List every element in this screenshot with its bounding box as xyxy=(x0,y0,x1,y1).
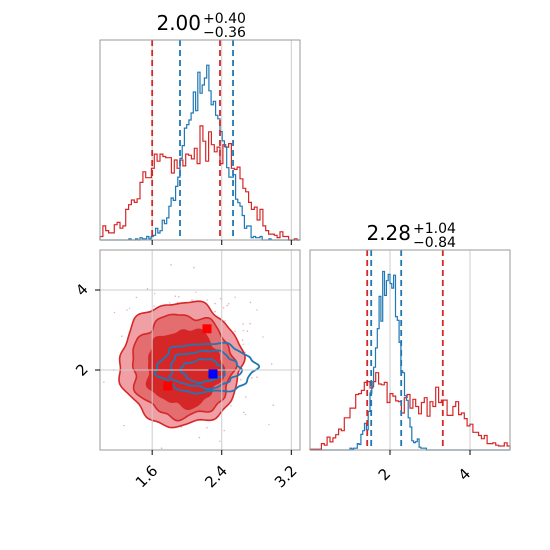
contour-scatter-point xyxy=(214,310,216,313)
histogram-2-title: 2.28 xyxy=(366,221,411,245)
histogram-2-xtick-label-2: 2 xyxy=(375,465,394,484)
contour-scatter-point xyxy=(191,299,193,301)
contour-red-line-0 xyxy=(118,300,246,429)
contour-scatter-point xyxy=(226,304,228,307)
contour-scatter-point xyxy=(193,266,195,269)
histogram-panel-param2: 2.28 +1.04 −0.84 2 4 xyxy=(309,221,511,484)
contour-xtick-label-1-6: 1.6 xyxy=(132,462,162,492)
contour-scatter-point xyxy=(174,295,177,298)
contour-scatter-point xyxy=(256,376,258,379)
contour-scatter-point xyxy=(214,302,216,305)
contour-markers xyxy=(163,324,218,391)
contour-frame xyxy=(99,249,301,451)
histogram-1-blue-steps xyxy=(100,64,300,241)
contour-scatter-point xyxy=(146,288,149,290)
histogram-1-red-steps xyxy=(99,125,300,241)
histogram-2-title-median: 2.28 xyxy=(366,221,411,245)
contour-scatter-point xyxy=(206,299,208,301)
contour-ytick-label-4: 4 xyxy=(72,280,91,299)
contour-scatter-point xyxy=(240,378,242,381)
contour-scatter-point xyxy=(234,296,236,299)
contour-scatter-point xyxy=(153,305,155,307)
contour-scatter-point xyxy=(206,426,208,429)
contour-red-line-1 xyxy=(131,313,238,422)
contour-scatter-point xyxy=(230,404,232,407)
contour-scatter-point xyxy=(243,411,245,414)
contour-scatter-point xyxy=(227,303,230,305)
contour-ytick-label-2: 2 xyxy=(72,360,91,379)
contour-scatter-point xyxy=(198,436,201,439)
contour-scatter-point xyxy=(272,404,275,406)
contour-scatter-point xyxy=(121,335,123,338)
contour-scatter-point xyxy=(168,302,171,304)
contour-scatter-point xyxy=(245,396,247,398)
contour-scatter-point xyxy=(268,423,270,426)
histogram-2-title-upper: +1.04 xyxy=(413,221,456,237)
histogram-2-red-steps xyxy=(309,372,511,450)
contour-scatter-point xyxy=(251,376,253,379)
histogram-1-title-median: 2.00 xyxy=(156,11,201,35)
contour-scatter-point xyxy=(123,424,125,427)
contour-xtick-label-3-2: 3.2 xyxy=(271,462,301,492)
contour-scatter-point xyxy=(227,464,229,466)
histogram-1-title: 2.00 xyxy=(156,11,201,35)
contour-scatter-point xyxy=(170,264,172,266)
contour-scatter-point xyxy=(223,429,226,432)
contour-scatter-point xyxy=(135,296,138,299)
contour-marker-red-1 xyxy=(163,381,173,391)
contour-scatter-point xyxy=(126,309,128,311)
histogram-1-title-lower: −0.36 xyxy=(203,25,246,41)
histogram-panel-param1: 2.00 +0.40 −0.36 xyxy=(99,11,301,245)
contour-scatter-point xyxy=(103,381,105,384)
contour-scatter-point xyxy=(256,309,258,311)
contour-scatter-point xyxy=(246,452,248,454)
contour-scatter-point xyxy=(242,343,245,346)
contour-scatter-point xyxy=(244,413,247,416)
contour-grid xyxy=(100,250,300,450)
contour-scatter-point xyxy=(189,467,191,469)
histogram-2-tick-marks xyxy=(389,450,471,455)
histogram-2-quantile-lines xyxy=(366,250,444,450)
contour-blue-line-2 xyxy=(179,358,226,385)
histogram-2-frame xyxy=(309,249,511,451)
contour-marker-blue-2 xyxy=(208,369,218,379)
contour-scatter-point xyxy=(242,323,244,325)
contour-scatter-point xyxy=(249,301,252,304)
contour-tick-marks xyxy=(95,289,292,455)
contour-scatter-point xyxy=(222,307,225,309)
contour-scatter-point xyxy=(246,330,249,333)
histogram-1-tick-marks xyxy=(151,240,292,245)
histogram-1-quantile-lines xyxy=(151,40,234,240)
histogram-1-frame xyxy=(99,39,301,241)
contour-scatter-point xyxy=(234,330,236,333)
histogram-2-blue-steps xyxy=(310,270,510,451)
contour-scatter-point xyxy=(262,336,264,338)
contour-scatter-point xyxy=(219,440,221,443)
contour-panel: 1.6 2.4 3.2 2 4 xyxy=(72,249,301,492)
contour-scatter-point xyxy=(128,307,131,310)
contour-scatter-point xyxy=(195,291,197,294)
contour-blue-line-0 xyxy=(153,341,261,395)
contour-scatter-point xyxy=(220,297,222,300)
contour-scatter-point xyxy=(113,311,116,314)
contour-scatter-point xyxy=(242,329,245,332)
contour-scatter-point xyxy=(160,447,163,450)
histogram-2-title-lower: −0.84 xyxy=(413,235,456,251)
contour-scatter-point xyxy=(224,320,226,322)
histogram-2-xtick-label-4: 4 xyxy=(455,465,474,484)
contour-scatter-point xyxy=(200,459,202,461)
contour-scatter-point xyxy=(177,295,180,298)
contour-scatter-point xyxy=(241,339,244,342)
contour-marker-red-0 xyxy=(202,324,212,334)
contour-scatter-point xyxy=(153,292,156,295)
contour-scatter-point xyxy=(270,363,273,365)
contour-scatter-point xyxy=(249,322,251,325)
contour-xtick-label-2-4: 2.4 xyxy=(201,462,231,492)
histogram-1-title-upper: +0.40 xyxy=(203,11,246,27)
